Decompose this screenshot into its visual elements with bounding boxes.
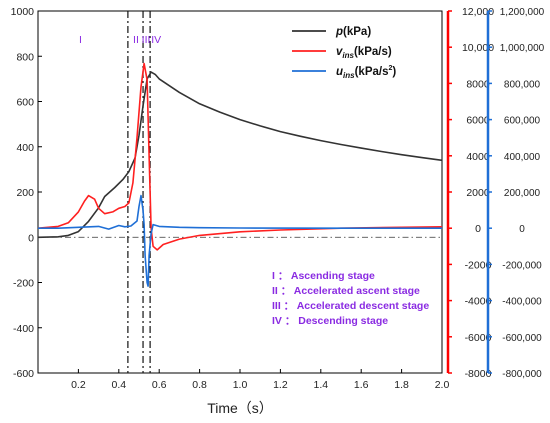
right-y-uins-tick-label: 0 (519, 224, 525, 235)
series-line-left (37, 71, 443, 239)
left-y-tick-label: 1000 (11, 6, 35, 18)
x-tick-label: 1.2 (273, 379, 288, 391)
right-y-uins-tick-label: 1,200,000 (500, 7, 545, 18)
series-lines (37, 62, 443, 287)
left-y-tick-label: -400 (13, 323, 34, 335)
x-tick-label: 0.4 (111, 379, 126, 391)
stage-marker: I (79, 34, 82, 46)
stage-legend-entry: IV ： Descending stage (272, 315, 388, 327)
left-y-tick-label: -200 (13, 278, 34, 290)
stage-marker: IV (151, 34, 161, 46)
right-y-uins-tick-label: -200,000 (502, 260, 542, 271)
right-y-vins-tick-label: 8000 (466, 78, 490, 90)
right-y-axis-vins: -8000 -6000 -4000 -2000 0 2000 4000 6000 8000 10,… (446, 6, 494, 380)
right-y-vins-tick-label: -8000 (465, 368, 492, 380)
stage-marker: II (133, 34, 139, 46)
right-y-uins-tick-label: 1,000,000 (500, 43, 545, 54)
stage-markers: I II III IV (79, 34, 161, 46)
left-y-tick-label: 400 (16, 142, 34, 154)
left-y-axis: -600 -400 -200 0 200 400 600 800 1000 (11, 6, 42, 380)
legend-entry: vins(kPa/s) (336, 46, 392, 60)
left-y-tick-label: 600 (16, 97, 34, 109)
x-tick-label: 0.6 (152, 379, 167, 391)
right-y-vins-tick-label: 2000 (466, 187, 490, 199)
x-tick-label: 0.2 (71, 379, 86, 391)
series-line-right1 (37, 62, 443, 251)
right-y-uins-tick-label: 200,000 (504, 188, 541, 199)
stage-legend-entry: II ： Accelerated ascent stage (272, 285, 420, 297)
right-y-uins-tick-label: -600,000 (502, 333, 542, 344)
right-y-vins-tick-label: 6000 (466, 115, 490, 127)
left-y-tick-label: 800 (16, 51, 34, 63)
x-tick-label: 1.4 (313, 379, 328, 391)
right-y-vins-tick-label: -6000 (465, 332, 492, 344)
right-y-vins-tick-label: 4000 (466, 151, 490, 163)
stage-legend: I ： Ascending stage II ： Accelerated asce… (272, 270, 429, 327)
x-axis: 0.2 0.4 0.6 0.8 1.0 1.2 1.4 1.6 1.8 2.0 (71, 369, 449, 391)
right-y-vins-tick-label: -4000 (465, 296, 492, 308)
right-y-uins-tick-label: 800,000 (504, 79, 541, 90)
legend-entry: uins(kPa/s2) (336, 65, 396, 80)
left-y-tick-label: -600 (13, 368, 34, 380)
legend: p(kPa) vins(kPa/s) uins(kPa/s2) (292, 26, 396, 80)
left-y-tick-label: 200 (16, 187, 34, 199)
x-axis-label: Time（s） (207, 400, 273, 416)
right-y-uins-tick-label: -800,000 (502, 369, 542, 380)
stage-legend-entry: I ： Ascending stage (272, 270, 375, 282)
right-y-vins-tick-label: -2000 (465, 259, 492, 271)
left-y-tick-label: 0 (28, 232, 34, 244)
right-y-vins-tick-label: 10,000 (462, 42, 494, 54)
x-tick-label: 1.0 (233, 379, 248, 391)
right-y-uins-tick-label: -400,000 (502, 297, 542, 308)
stage-marker: III (142, 34, 151, 46)
right-y-vins-tick-label: 0 (475, 223, 481, 235)
stage-legend-entry: III ： Accelerated descent stage (272, 300, 429, 312)
right-y-vins-tick-label: 12,000 (462, 6, 494, 18)
right-y-uins-tick-label: 400,000 (504, 152, 541, 163)
x-tick-label: 0.8 (192, 379, 207, 391)
x-tick-label: 2.0 (435, 379, 450, 391)
series-line-right2 (38, 194, 442, 287)
x-tick-label: 1.8 (394, 379, 409, 391)
right-y-axis-uins: -800,000 -600,000 -400,000 -200,000 0 200,000… (486, 7, 545, 380)
x-tick-label: 1.6 (354, 379, 369, 391)
legend-entry: p(kPa) (335, 26, 371, 38)
right-y-uins-tick-label: 600,000 (504, 116, 541, 127)
